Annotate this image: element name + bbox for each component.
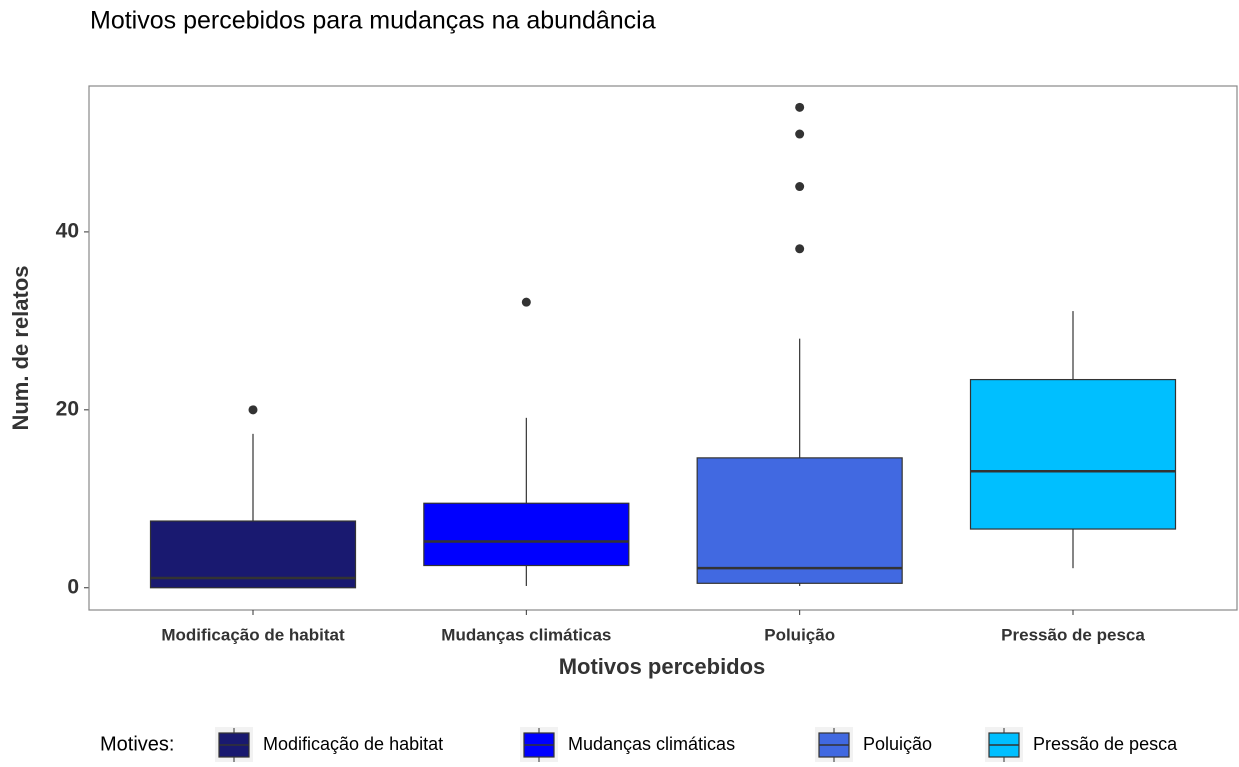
y-axis-label: Num. de relatos	[8, 265, 33, 430]
legend-label: Poluição	[863, 734, 932, 754]
x-tick-label: Modificação de habitat	[161, 625, 345, 644]
box	[423, 502, 630, 567]
outlier	[248, 405, 258, 415]
outlier	[795, 102, 805, 112]
box	[969, 378, 1177, 530]
y-tick-label: 40	[56, 219, 79, 242]
legend-label: Pressão de pesca	[1033, 734, 1178, 754]
outlier	[795, 129, 805, 139]
y-tick-label: 0	[67, 575, 79, 598]
y-tick-label: 20	[56, 397, 79, 420]
box	[149, 520, 357, 589]
x-tick-label: Mudanças climáticas	[441, 625, 611, 644]
chart-title: Motivos percebidos para mudanças na abun…	[90, 7, 656, 35]
x-tick-label: Pressão de pesca	[1001, 625, 1145, 644]
outlier	[795, 182, 805, 192]
box	[696, 457, 903, 584]
x-tick-label: Poluição	[764, 625, 835, 644]
legend-label: Mudanças climáticas	[568, 734, 735, 754]
legend-title: Motives:	[100, 733, 174, 755]
legend-label: Modificação de habitat	[263, 734, 443, 754]
x-axis-label: Motivos percebidos	[559, 654, 766, 679]
plot-border	[88, 85, 1238, 611]
outlier	[521, 297, 531, 307]
outlier	[795, 244, 805, 254]
